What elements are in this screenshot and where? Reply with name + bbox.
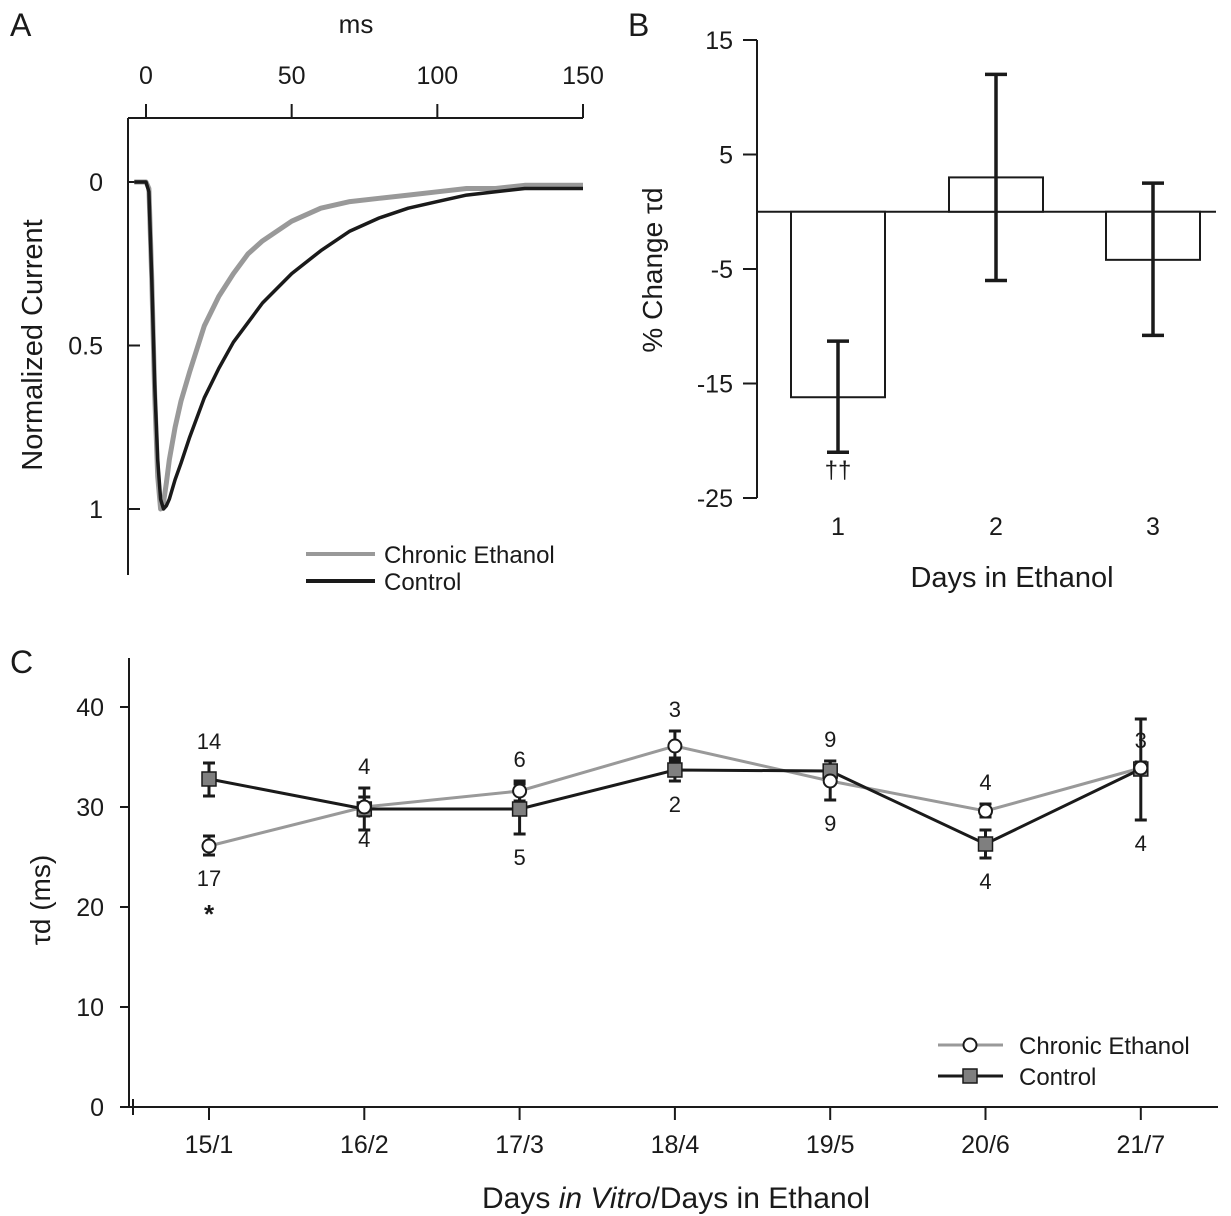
panel-c-y-tick-label: 10 xyxy=(76,994,104,1022)
control-n-label: 5 xyxy=(513,845,525,870)
panel-c-x-tick-label: 20/6 xyxy=(961,1131,1010,1159)
panel-a-legend-label: Control xyxy=(384,569,461,596)
panel-b-y-tick-label: 5 xyxy=(719,142,733,170)
chronic-ethanol-circle-marker xyxy=(512,783,528,799)
panel-c-legend-circle-marker xyxy=(962,1037,978,1053)
panel-c-x-tick-label: 19/5 xyxy=(806,1131,855,1159)
chronic-ethanol-n-label: 4 xyxy=(979,770,991,795)
panel-b-y-tick-label: 15 xyxy=(705,27,733,55)
panel-a-label: A xyxy=(10,7,32,43)
control-n-label: 4 xyxy=(358,754,370,779)
panel-a-x-tick-label: 50 xyxy=(278,62,306,90)
panel-c-x-tick-label: 16/2 xyxy=(340,1131,389,1159)
panel-c-legend-label: Chronic Ethanol xyxy=(1019,1033,1190,1060)
chronic-ethanol-circle-marker xyxy=(822,773,838,789)
control-n-label: 2 xyxy=(669,792,681,817)
chronic-ethanol-circle-marker xyxy=(667,738,683,754)
panel-c-xlabel-part-3: /Days in Ethanol xyxy=(652,1182,870,1215)
panel-b-y-tick-label: -5 xyxy=(711,256,733,284)
chronic-ethanol-circle-marker xyxy=(201,838,217,854)
panel-b-y-tick-label: -25 xyxy=(697,485,733,513)
chronic-ethanol-trace xyxy=(134,179,583,512)
chronic-ethanol-circle-marker xyxy=(356,799,372,815)
panel-a-x-tick-label: 100 xyxy=(416,62,458,90)
panel-a-x-tick-label: 0 xyxy=(139,62,153,90)
panel-c-y-tick-label: 0 xyxy=(90,1094,104,1122)
panel-c-y-tick-label: 40 xyxy=(76,694,104,722)
control-square-marker xyxy=(201,771,217,787)
panel-c-xlabel-part-2: in Vitro xyxy=(559,1182,652,1215)
panel-a-y-tick-label: 0 xyxy=(89,169,103,197)
panel-c-legend-square-marker xyxy=(962,1068,978,1084)
control-trace xyxy=(134,180,583,511)
chronic-ethanol-circle-marker xyxy=(1133,760,1149,776)
chronic-ethanol-circle-marker xyxy=(978,803,993,819)
panel-b-y-tick-label: -15 xyxy=(697,371,733,399)
panel-b-label: B xyxy=(628,7,649,43)
panel-c-line-chart: τd (ms) Days in Vitro/Days in Ethanol 0 1… xyxy=(25,658,1218,1215)
panel-c-y-tick-label: 30 xyxy=(76,794,104,822)
panel-c-label: C xyxy=(10,644,33,680)
panel-b-x-tick-label: 1 xyxy=(831,513,845,541)
control-square-marker xyxy=(977,836,994,852)
panel-c-xlabel: Days in Vitro/Days in Ethanol xyxy=(482,1182,870,1215)
panel-b-xlabel: Days in Ethanol xyxy=(910,562,1113,594)
control-n-label: 4 xyxy=(1135,831,1147,856)
panel-c-y-tick-label: 20 xyxy=(76,894,104,922)
panel-c-x-tick-label: 17/3 xyxy=(495,1131,544,1159)
panel-b-x-tick-label: 2 xyxy=(989,513,1003,541)
panel-c-xlabel-part-1: Days xyxy=(482,1182,559,1215)
control-n-label: 4 xyxy=(979,869,991,894)
control-square-marker xyxy=(667,762,683,778)
panel-b-ylabel: % Change τd xyxy=(637,187,668,352)
panel-c-legend-label: Control xyxy=(1019,1064,1096,1091)
panel-b-significance-daggers: †† xyxy=(825,457,852,484)
panel-c-x-tick-label: 15/1 xyxy=(185,1131,234,1159)
panel-b-x-tick-label: 3 xyxy=(1146,513,1160,541)
panel-a-y-tick-label: 0.5 xyxy=(68,333,103,361)
panel-a-current-traces: ms Normalized Current 0 50 100 150 0 0.5 1 Chr… xyxy=(17,9,604,596)
chronic-ethanol-n-label: 17 xyxy=(197,866,221,891)
panel-c-significance-asterisk: * xyxy=(204,899,215,929)
control-n-label: 9 xyxy=(824,727,836,752)
panel-c-x-tick-label: 18/4 xyxy=(651,1131,700,1159)
panel-c-x-tick-label: 21/7 xyxy=(1116,1131,1165,1159)
control-n-label: 14 xyxy=(197,729,221,754)
panel-c-ylabel: τd (ms) xyxy=(25,855,56,945)
panel-b-bar-chart: % Change τd Days in Ethanol -25-15-5515 … xyxy=(637,27,1216,594)
panel-a-x-tick-label: 150 xyxy=(562,62,604,90)
chronic-ethanol-n-label: 9 xyxy=(824,811,836,836)
chronic-ethanol-n-label: 3 xyxy=(1135,728,1147,753)
control-square-marker xyxy=(511,801,528,817)
chronic-ethanol-n-label: 4 xyxy=(358,827,370,852)
panel-a-ylabel: Normalized Current xyxy=(17,219,49,470)
chronic-ethanol-n-label: 3 xyxy=(669,697,681,722)
chronic-ethanol-n-label: 6 xyxy=(513,747,525,772)
panel-a-xlabel: ms xyxy=(339,9,374,39)
panel-a-y-tick-label: 1 xyxy=(89,496,103,524)
panel-a-legend-label: Chronic Ethanol xyxy=(384,542,555,569)
